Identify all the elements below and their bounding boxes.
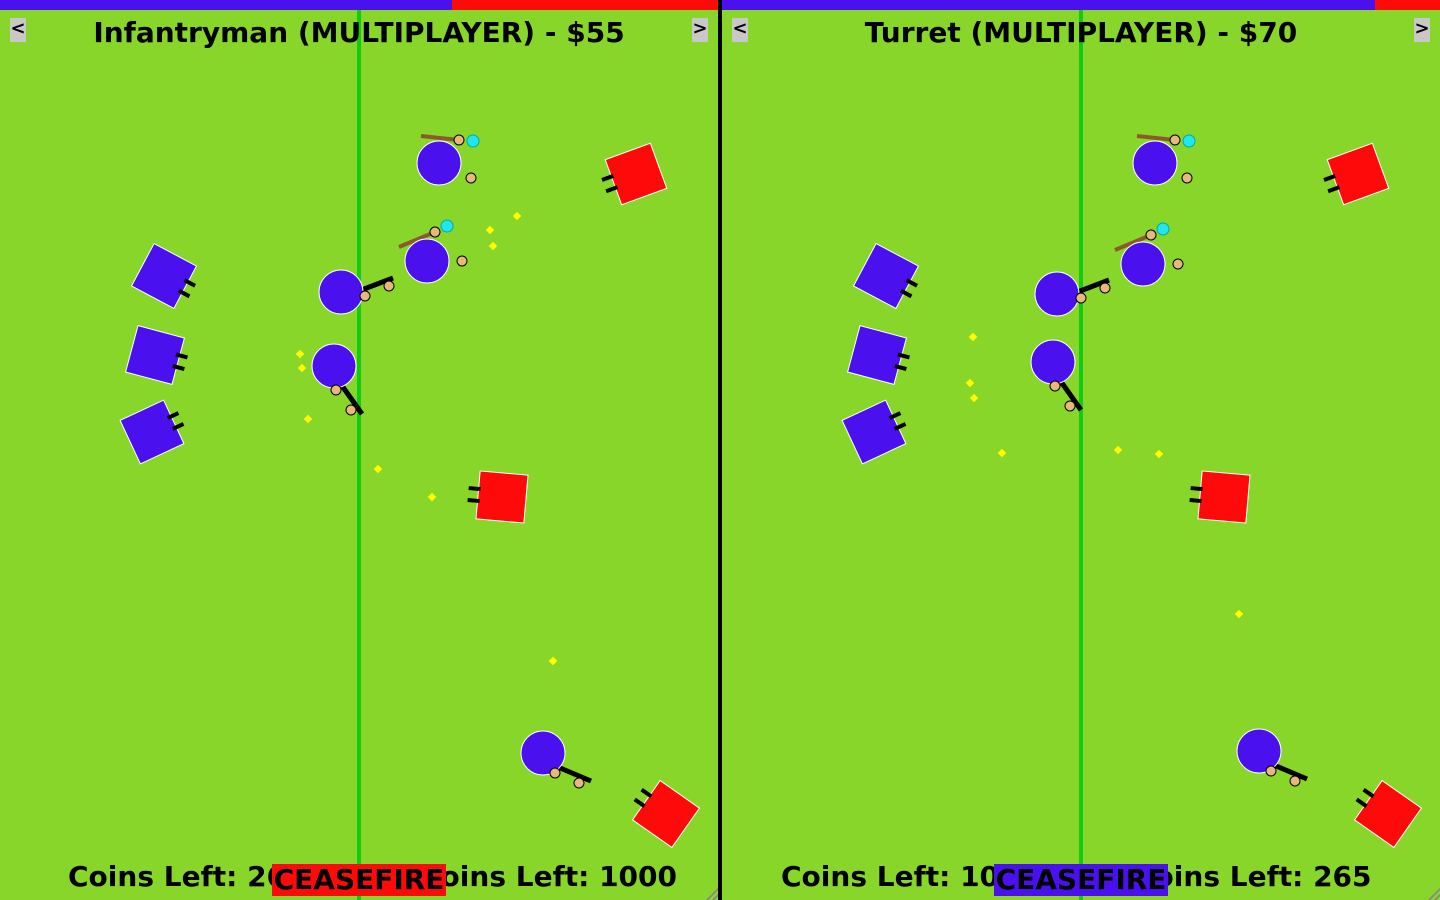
blue-infantry (318, 269, 395, 315)
blue-mage (1114, 222, 1184, 287)
next-unit-button[interactable]: > (692, 18, 708, 42)
unit-title: Infantryman (MULTIPLAYER) - $55 (93, 16, 625, 49)
prev-unit-button[interactable]: < (732, 18, 748, 42)
team-health-bar (722, 0, 1440, 10)
blue-turret (124, 324, 188, 386)
red-health (1375, 0, 1440, 10)
blue-turret (852, 242, 920, 310)
blue-turret (846, 324, 910, 386)
coins-left-player1: Coins Left: 265 (68, 860, 306, 893)
blue-infantry (1030, 339, 1084, 412)
red-turret (1353, 779, 1423, 849)
blue-infantry (1236, 728, 1308, 787)
red-turret (467, 470, 529, 524)
blue-turret (119, 399, 185, 465)
blue-health (0, 0, 453, 10)
blue-turret (841, 399, 907, 465)
left-game-panel[interactable]: < > Infantryman (MULTIPLAYER) - $55 Coin… (0, 0, 718, 900)
unit-title: Turret (MULTIPLAYER) - $70 (864, 16, 1298, 49)
blue-health (722, 0, 1376, 10)
bullets (295, 211, 558, 666)
ceasefire-button[interactable]: CEASEFIRE (994, 863, 1168, 896)
red-turret (601, 142, 668, 206)
coins-left-player2: Coins Left: 1000 (420, 860, 678, 893)
blue-infantry (520, 730, 592, 789)
red-turret (1323, 142, 1390, 206)
blue-mage (1132, 134, 1196, 186)
blue-infantry (1034, 271, 1111, 317)
ceasefire-button[interactable]: CEASEFIRE (272, 863, 446, 896)
blue-mage (416, 134, 480, 186)
battlefield[interactable] (0, 0, 718, 900)
split-divider (718, 0, 722, 900)
red-turret (1189, 470, 1251, 524)
next-unit-button[interactable]: > (1414, 18, 1430, 42)
right-game-panel[interactable]: < > Turret (MULTIPLAYER) - $70 Coins Lef… (722, 0, 1440, 900)
team-health-bar (0, 0, 718, 10)
coins-left-player2: Coins Left: 265 (1134, 860, 1372, 893)
resize-handle[interactable] (706, 888, 718, 900)
resize-handle[interactable] (1428, 888, 1440, 900)
red-health (452, 0, 718, 10)
prev-unit-button[interactable]: < (10, 18, 26, 42)
blue-turret (130, 242, 198, 310)
battlefield[interactable] (722, 0, 1440, 900)
red-turret (631, 779, 701, 849)
bullets (965, 332, 1244, 619)
blue-infantry (311, 343, 365, 416)
blue-mage (398, 219, 468, 284)
